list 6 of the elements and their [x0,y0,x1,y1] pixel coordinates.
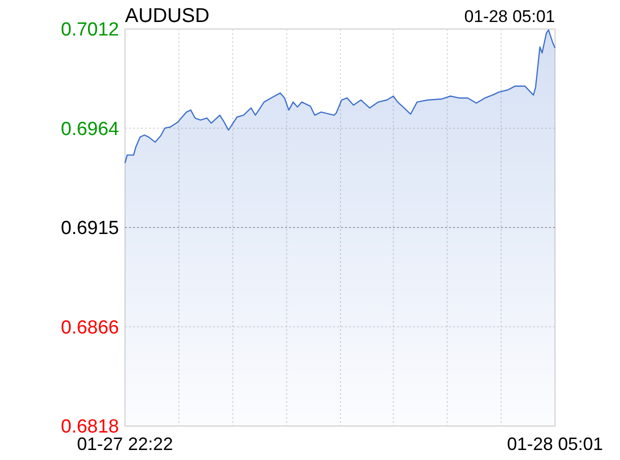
y-tick-label: 0.6866 [60,317,119,338]
y-tick-label: 0.7012 [60,20,119,41]
y-tick-label: 0.6964 [60,118,120,140]
chart-title: AUDUSD [125,5,210,27]
y-tick-label: 0.6915 [60,218,119,240]
chart-subtitle: 01-28 05:01 [464,7,555,26]
